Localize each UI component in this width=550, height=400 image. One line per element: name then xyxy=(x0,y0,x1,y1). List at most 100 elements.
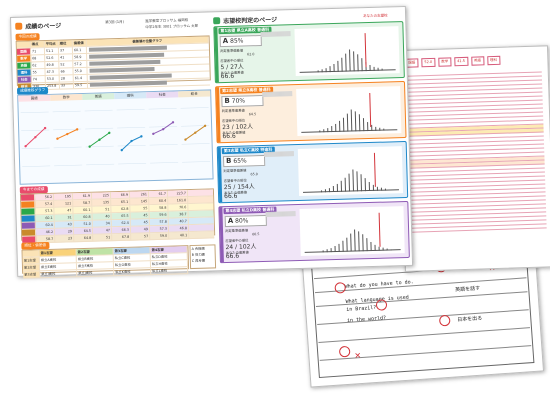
subject-label: 社会 xyxy=(17,76,32,83)
ranking-cell: 県立J高校 xyxy=(77,269,115,277)
gridline xyxy=(117,127,146,129)
row-marker xyxy=(21,201,36,208)
past-score-cell: 66.3 xyxy=(111,226,132,234)
past-score-cell: 43 xyxy=(54,221,74,228)
distribution-bar xyxy=(354,229,356,252)
distribution-plot xyxy=(294,26,400,77)
school-card: 第4志望 私立D高校 普通科 A 80% 判定基準偏差値 60.5 志望者中の順位 24 … xyxy=(218,200,410,264)
past-score-cell: 29 xyxy=(54,228,75,235)
deviation-cell: 61.4 xyxy=(73,74,88,82)
incorrect-mark-icon: ✕ xyxy=(354,351,362,361)
average-cell: 53.0 xyxy=(45,75,60,83)
past-score-cell: 58.8 xyxy=(149,204,169,212)
card-stats xyxy=(260,31,291,38)
column-header: 順位 xyxy=(58,40,73,47)
distribution-plot xyxy=(296,86,402,137)
ranking-table: 第1志望 第2志望 第3志望 第4志望 第1志望 県立A高校 県立B高校 私立C高校私… xyxy=(21,245,190,279)
row-marker xyxy=(20,194,36,201)
trend-point xyxy=(120,148,123,152)
card-accent xyxy=(214,27,219,83)
judgement-page-title-text: 志望校判定のページ xyxy=(223,16,278,26)
mark-sheet-header-cell: 52.0 xyxy=(421,57,436,68)
ranking-rows: 第1志望 県立A高校 県立B高校 私立C高校 私立D高校 第2志望 県立E高校 県立F高校 私立… xyxy=(22,253,189,279)
deviation-value: 66.6 xyxy=(222,132,236,141)
card-accent xyxy=(216,87,221,143)
past-score-cell: 47 xyxy=(92,227,113,234)
mark-sheet: 国語 52.0 数学 41.5 英語 理科 xyxy=(398,45,550,272)
score-cell: 71 xyxy=(30,48,46,55)
trend-point xyxy=(194,131,197,134)
row-marker xyxy=(21,229,37,236)
trend-point xyxy=(66,132,69,136)
distribution-bar xyxy=(349,49,351,72)
gridline xyxy=(84,109,113,112)
page-badge-icon xyxy=(213,17,221,25)
past-score-cell: 58.7 xyxy=(73,199,93,207)
ranking-cell: 県立F高校 xyxy=(76,262,115,270)
criterion-value: 62.0 xyxy=(247,52,255,57)
distribution-bar xyxy=(350,233,352,252)
score-page: 成績のページ 第3回 (1月) 進学教室プロッサム 福岡校 中学2年生 3001… xyxy=(15,16,217,279)
distribution-bar xyxy=(348,173,351,192)
ranking-cell: 県立B高校 xyxy=(76,255,114,263)
subject-label: 国語 xyxy=(16,48,32,55)
your-position-marker xyxy=(378,212,381,247)
distribution-bar xyxy=(346,113,349,132)
row-marker xyxy=(21,222,36,229)
judgement-page-title: 志望校判定のページ xyxy=(213,15,277,26)
rank-cell: 28 xyxy=(59,75,74,82)
distribution-bar xyxy=(358,231,360,252)
past-score-cell: 40.7 xyxy=(168,218,189,225)
right-meta: あなたの志望校 xyxy=(363,13,388,19)
score-page-title: 成績のページ xyxy=(15,21,61,31)
deviation-bar xyxy=(89,66,155,73)
rank-cell: 37 xyxy=(58,47,74,54)
score-cell: 55 xyxy=(31,69,46,76)
rank-cell: 33 xyxy=(59,82,75,89)
trend-column-head: 総合 xyxy=(178,90,211,98)
past-score-cell: 49 xyxy=(130,226,151,233)
past-score-cell: 61.7 xyxy=(148,190,169,198)
gridline xyxy=(86,163,115,166)
mark-sheet-header-cell: 英語 xyxy=(470,56,485,66)
past-score-cell: 121 xyxy=(54,200,74,207)
past-score-cell: 56.2 xyxy=(34,193,55,201)
grade-letter: B xyxy=(225,156,232,166)
past-score-cell: 57.8 xyxy=(149,218,169,226)
ranking-cell: 県立A高校 xyxy=(39,256,77,264)
judgement-page: 志望校判定のページ あなたの志望校 第1志望 県立A高校 普通科 A 85% 判定基… xyxy=(213,11,410,266)
distribution-bar xyxy=(341,57,343,72)
grade-percent: 65% xyxy=(233,157,247,165)
deviation-cell: 58.9 xyxy=(73,53,88,61)
trend-point xyxy=(88,145,91,148)
past-score-cell: 34 xyxy=(92,220,112,227)
gridline xyxy=(181,143,210,145)
past-score-cell: 65.5 xyxy=(111,212,131,220)
distribution-bar xyxy=(354,111,357,132)
column-header: 得点 xyxy=(30,41,45,48)
ranking-cell: 第1志望 xyxy=(22,257,40,264)
past-score-cell: 45 xyxy=(130,212,150,219)
past-score-cell: 70.6 xyxy=(168,204,189,211)
past-scores-table: 56.2 195 61.9 225 66.9 261 61.7 223.7 57.4 121 58.… xyxy=(19,188,216,244)
past-score-cell: 40.1 xyxy=(169,232,190,239)
distribution-bar xyxy=(344,177,347,192)
gridline xyxy=(149,126,178,128)
distribution-bar xyxy=(356,171,359,192)
ranking-cell: 第3志望 xyxy=(23,271,41,278)
page-badge-icon xyxy=(15,22,23,30)
past-score-cell: 64.5 xyxy=(73,227,94,235)
exam-round: 第3回 (1月) xyxy=(105,19,125,25)
your-position-marker xyxy=(364,33,367,68)
school-card: 第1志望 県立A高校 普通科 A 85% 判定基準偏差値 62.0 志望者中の順位 5 /… xyxy=(213,21,405,84)
criterion-label: 判定基準偏差値 xyxy=(219,48,244,54)
score-page-title-text: 成績のページ xyxy=(25,22,62,31)
trend-point xyxy=(130,139,133,143)
distribution-plot xyxy=(297,146,404,196)
your-position-marker xyxy=(369,92,372,127)
school-card: 第2志望 県立B高校 普通科 B 70% 判定基準偏差値 64.5 志望者中の順位 23 … xyxy=(215,80,407,144)
distribution-bar xyxy=(352,169,355,192)
past-score-cell: 51 xyxy=(93,234,113,241)
past-score-cell: 61.9 xyxy=(72,192,93,200)
past-score-cell: 59.6 xyxy=(149,211,169,219)
